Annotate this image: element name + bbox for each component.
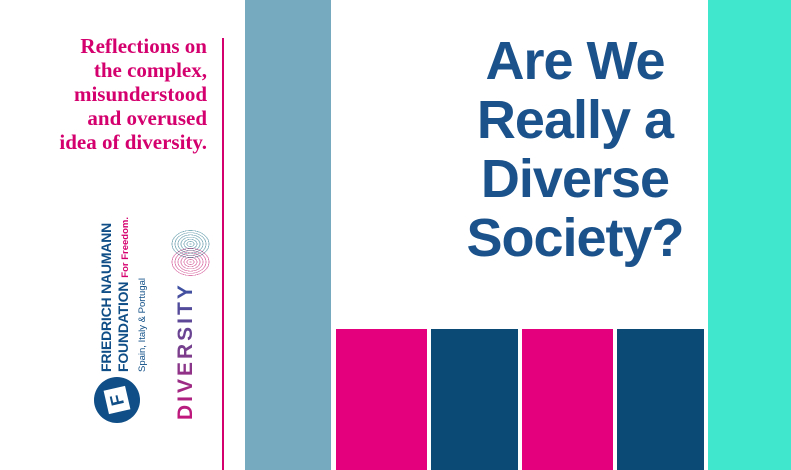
intro-text: Reflections on the complex, misunderstoo… [18, 34, 207, 154]
blue-gray-column [245, 0, 331, 470]
title-line: Are We [485, 31, 665, 91]
fnf-monogram-letter: F [106, 392, 128, 408]
bottom-bar-pink-2 [522, 329, 613, 470]
bottom-bar-pink-1 [336, 329, 427, 470]
intro-line: the complex, [93, 58, 207, 82]
intro-line: and overused [87, 106, 207, 130]
fnf-foundation-label: FOUNDATION [115, 281, 131, 372]
diversity-figure-eight-icon [170, 229, 211, 277]
teal-column [708, 0, 791, 470]
title-line: Diverse [480, 149, 670, 209]
intro-line: idea of diversity. [59, 130, 207, 154]
main-title: Are We Really a Diverse Society? [438, 32, 712, 268]
figure-eight-bottom-lobe-icon [170, 247, 211, 277]
title-line: Really a [476, 90, 674, 150]
fnf-f-tile-icon: F [103, 385, 131, 415]
fnf-name-line1: FRIEDRICH NAUMANN [98, 222, 114, 372]
intro-line: misunderstood [73, 82, 207, 106]
fnf-tagline: For Freedom. [120, 217, 131, 278]
fnf-name-line2: FOUNDATION For Freedom. [115, 217, 131, 372]
bottom-bar-navy-1 [431, 329, 518, 470]
fnf-logo-text: FRIEDRICH NAUMANN FOUNDATION For Freedom.… [98, 217, 148, 372]
diversity-wordmark: DIVERSITY [174, 282, 197, 420]
fnf-region-label: Spain, Italy & Portugal [137, 278, 148, 372]
intro-line: Reflections on [80, 34, 207, 58]
vertical-divider-rule [222, 38, 224, 470]
bottom-bar-navy-2 [617, 329, 704, 470]
title-line: Society? [466, 208, 684, 268]
fnf-monogram-icon: F [94, 377, 140, 423]
